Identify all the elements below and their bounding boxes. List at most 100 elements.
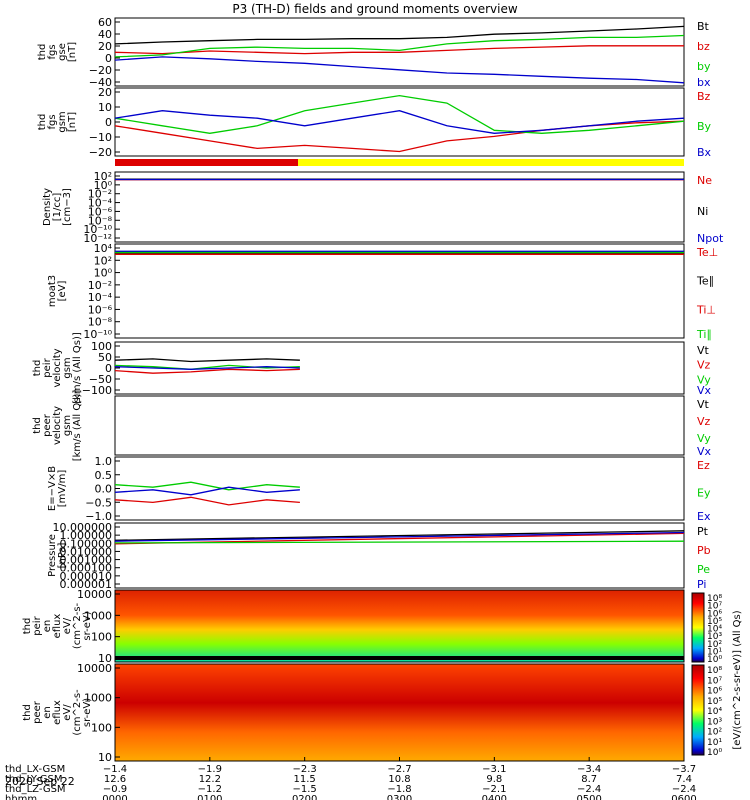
- x-tick-value: −3.4: [577, 764, 601, 775]
- legend-Ey: Ey: [697, 487, 711, 500]
- colorbar-1: [691, 592, 705, 663]
- y-axis-label-line: gsm: [62, 357, 73, 378]
- y-axis-label-p1: thdfgsgse[nT]: [37, 42, 78, 62]
- y-tick-label: 10²: [94, 170, 112, 183]
- x-tick-value: 0200: [292, 794, 317, 800]
- series-Vz: [114, 368, 300, 374]
- panel-frame-p4: [114, 243, 685, 339]
- panel-p7: 1.00.50.0−0.5−1.0 E=−V×B[mV/m] Ez Ey Ex: [47, 455, 711, 523]
- series-Ez: [114, 496, 300, 506]
- y-tick-label: 100: [91, 721, 112, 734]
- x-tick-value: −2.3: [293, 764, 317, 775]
- y-tick-label: 10: [98, 751, 112, 764]
- colorbar-tick: 10⁷: [707, 602, 722, 612]
- y-axis-label-line: [nT]: [67, 112, 78, 132]
- legend-by: by: [697, 60, 711, 73]
- y-axis-label-line: fgs: [47, 114, 58, 129]
- y-tick-label: 10: [98, 652, 112, 665]
- colorbar-tick: 10⁴: [707, 707, 722, 717]
- x-tick-value: 0300: [387, 794, 412, 800]
- y-axis-label-line: eV/: [62, 617, 73, 634]
- y-axis-label-p6: thdpeervelocitygsm[km/s (All Qs)]: [32, 390, 83, 462]
- colorbar-tick: 10⁵: [707, 697, 722, 707]
- colorbar-tick: 10⁸: [707, 594, 722, 604]
- colorbar-tick: 10²: [707, 640, 722, 650]
- y-tick-label: 50: [98, 351, 112, 364]
- y-axis-label-p7: E=−V×B[mV/m]: [47, 466, 68, 511]
- panel-frame-p9: [114, 589, 685, 663]
- y-axis-label-line: gsm: [57, 111, 68, 132]
- panel-frame-p7: [114, 456, 685, 521]
- y-axis-label-p3: Density[1/cc][cm−3]: [42, 188, 73, 226]
- y-axis-label-line: [mV/m]: [57, 470, 68, 508]
- y-tick-label: 10⁻¹⁰: [83, 223, 112, 236]
- y-axis-label-line: thd: [22, 618, 33, 635]
- legend-Bz: Bz: [697, 90, 711, 103]
- series-Vt: [114, 358, 300, 363]
- colorbar-label: [eV/(cm^2-s-sr-eV)] (All Qs): [732, 610, 743, 749]
- panel-frame-p1: [114, 17, 685, 87]
- x-tick-value: −3.7: [672, 764, 696, 775]
- y-axis-label-p4: moat3[eV]: [47, 275, 68, 307]
- y-tick-label: 100: [91, 631, 112, 644]
- x-tick-value: −1.8: [387, 784, 411, 795]
- panel-frame-p3: [114, 171, 685, 243]
- y-tick-label: 0: [105, 52, 112, 65]
- colorbar-tick: 10⁶: [707, 609, 722, 619]
- y-tick-label: 40: [98, 28, 112, 41]
- legend-Vz: Vz: [697, 415, 711, 428]
- y-axis-label-line: eflux: [52, 614, 63, 639]
- series-bx: [114, 56, 685, 84]
- panel-p8: 10.0000001.0000000.1000000.0100000.00100…: [47, 521, 711, 591]
- y-axis-label-p8: Pressure[nPa]: [47, 534, 68, 577]
- x-tick-value: 0100: [197, 794, 222, 800]
- y-tick-label: −0.5: [85, 496, 112, 509]
- y-tick-label: 0.000010: [60, 570, 113, 583]
- x-tick-value: 0000: [102, 794, 127, 800]
- legend-Te⊥: Te⊥: [696, 246, 718, 259]
- y-tick-label: 10⁻⁸: [88, 316, 113, 329]
- date-label: 2020 Sep 22: [5, 775, 75, 788]
- y-axis-label-line: sr-eV): [82, 611, 93, 640]
- y-tick-label: 20: [98, 40, 112, 53]
- y-tick-label: 10.000000: [53, 521, 113, 534]
- y-axis-label-line: [1/cc]: [52, 193, 63, 222]
- panel-p2: 20 10 0 −10 −20 thdfgsgsm[nT] Bz By Bx: [37, 86, 712, 159]
- x-tick-value: −0.9: [103, 784, 127, 795]
- x-tick-value: 8.7: [581, 774, 597, 785]
- legend-Ti∥: Ti∥: [696, 328, 712, 341]
- x-tick-value: −1.4: [103, 764, 127, 775]
- x-tick-value: 11.5: [294, 774, 316, 785]
- series-by: [114, 34, 685, 58]
- y-axis-label-line: peir: [32, 615, 43, 635]
- x-tick-value: −2.7: [387, 764, 411, 775]
- y-axis-label-line: en: [42, 620, 53, 633]
- legend-Pt: Pt: [697, 525, 709, 538]
- colorbar-tick: 10¹: [707, 647, 722, 657]
- legend-Vy: Vy: [697, 373, 711, 386]
- colorbars: 10⁸10⁷10⁶10⁵10⁴10³10²10¹10⁰10⁸10⁷10⁶10⁵1…: [691, 592, 743, 758]
- y-axis-label-p10: thdpeerenefluxeV/(cm^2-s-sr-eV): [22, 689, 93, 736]
- legend-Ni: Ni: [697, 205, 708, 218]
- y-tick-label: 20: [98, 86, 112, 99]
- heatmap-p10: [115, 664, 684, 761]
- colorbar-tick: 10⁰: [707, 748, 722, 758]
- colorbar-tick: 10⁵: [707, 617, 722, 627]
- y-tick-label: 10⁻²: [88, 279, 112, 292]
- legend-By: By: [697, 120, 712, 133]
- series-Pe: [114, 540, 685, 544]
- panel-p3: 10²10⁰10⁻²10⁻⁴10⁻⁶10⁻⁸10⁻¹⁰10⁻¹²Density[…: [42, 170, 724, 245]
- series-bz: [114, 45, 684, 55]
- y-axis-label-p2: thdfgsgsm[nT]: [37, 111, 78, 132]
- y-tick-label: −40: [89, 76, 112, 89]
- status-bar-yellow: [298, 159, 684, 166]
- y-tick-label: 10000: [77, 662, 112, 675]
- legend-Vx: Vx: [697, 384, 712, 397]
- y-tick-label: −10: [89, 131, 112, 144]
- y-axis-label-line: E=−V×B: [47, 466, 58, 511]
- colorbar-tick: 10¹: [707, 738, 722, 748]
- y-axis-label-line: [nT]: [67, 42, 78, 62]
